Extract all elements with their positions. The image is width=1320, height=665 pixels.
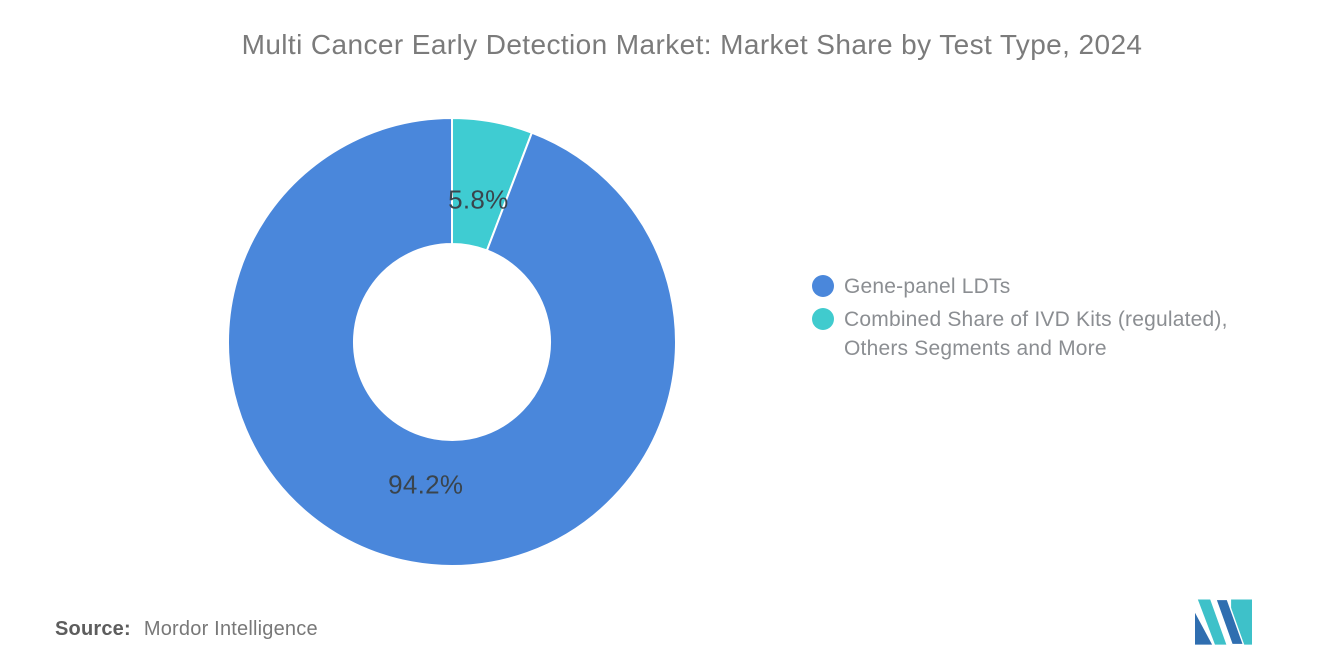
legend-label-gene-panel-ldts: Gene-panel LDTs — [844, 275, 1011, 298]
source-name: Mordor Intelligence — [143, 618, 318, 640]
legend-swatch-combined-share-ivd-kits — [812, 308, 834, 330]
legend-swatch-gene-panel-ldts — [812, 275, 834, 297]
slice-data-label: 94.2% — [388, 470, 463, 500]
legend-label-combined-share-ivd-kits: Combined Share of IVD Kits (regulated), … — [844, 308, 1228, 360]
logo-left-band — [1197, 599, 1227, 645]
donut-slice-gene-panel-ldts[interactable] — [227, 116, 677, 567]
chart-legend: Gene-panel LDTs Combined Share of IVD Ki… — [812, 272, 1228, 363]
logo-middle-band — [1214, 599, 1245, 645]
donut-chart-svg: 5.8% 94.2% — [227, 116, 677, 567]
legend-item-combined-share-ivd-kits[interactable]: Combined Share of IVD Kits (regulated), … — [812, 305, 1228, 363]
mordor-intelligence-logo — [1195, 599, 1252, 645]
source-prefix-label: Source: — [55, 618, 131, 640]
source-attribution: Source: Mordor Intelligence — [55, 617, 318, 641]
chart-title: Multi Cancer Early Detection Market: Mar… — [241, 29, 1143, 60]
slice-data-label: 5.8% — [448, 184, 508, 214]
legend-item-gene-panel-ldts[interactable]: Gene-panel LDTs — [812, 272, 1228, 301]
donut-chart: 5.8% 94.2% — [222, 112, 682, 572]
